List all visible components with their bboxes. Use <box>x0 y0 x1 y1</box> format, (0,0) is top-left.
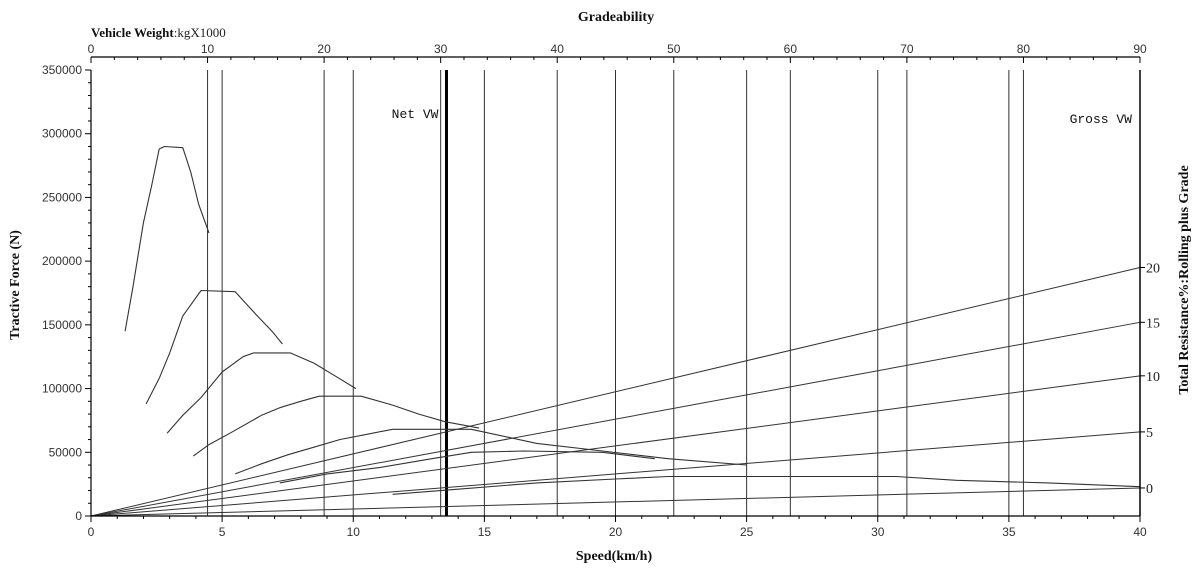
gear-curve-3 <box>166 352 357 434</box>
resistance-line-0 <box>90 487 1141 517</box>
resistance-line-15 <box>90 321 1141 517</box>
top-tick-label-40: 40 <box>551 42 565 56</box>
y-tick-label-150000: 150000 <box>42 318 82 332</box>
grade-tick-label-10: 10 <box>1146 370 1160 385</box>
y2-axis-label: Total Resistance%:Rolling plus Grade <box>1177 165 1192 394</box>
x-tick-label-5: 5 <box>219 525 226 539</box>
top-axis-label-units: :kgX1000 <box>174 25 226 40</box>
grade-tick-label-15: 15 <box>1146 316 1160 331</box>
gear-curve-7 <box>392 475 1141 495</box>
chart-title: Gradeability <box>578 10 654 25</box>
top-axis-label-bold: Vehicle Weight <box>91 25 174 40</box>
top-tick-label-70: 70 <box>900 42 914 56</box>
top-tick-label-0: 0 <box>88 42 95 56</box>
top-tick-label-10: 10 <box>201 42 215 56</box>
gear-curve-2 <box>145 289 283 405</box>
x-axis-label: Speed(km/h) <box>576 549 653 564</box>
top-tick-label-30: 30 <box>434 42 448 56</box>
resistance-line-20 <box>90 267 1141 517</box>
x-tick-label-30: 30 <box>871 525 885 539</box>
resistance-line-10 <box>90 375 1141 517</box>
y-tick-label-300000: 300000 <box>42 127 82 141</box>
x-tick-label-10: 10 <box>347 525 361 539</box>
top-tick-label-20: 20 <box>317 42 331 56</box>
x-tick-label-25: 25 <box>740 525 754 539</box>
y-tick-label-0: 0 <box>75 509 82 523</box>
y-tick-label-50000: 50000 <box>49 445 83 459</box>
gear-curve-5 <box>235 428 747 475</box>
y-tick-label-350000: 350000 <box>42 63 82 77</box>
top-tick-label-80: 80 <box>1017 42 1031 56</box>
reference-label-0: Net VW <box>392 107 439 122</box>
grade-tick-label-20: 20 <box>1146 262 1160 277</box>
grade-tick-label-5: 5 <box>1146 426 1153 441</box>
x-tick-label-20: 20 <box>609 525 623 539</box>
resistance-line-5 <box>90 431 1141 517</box>
y-tick-label-250000: 250000 <box>42 190 82 204</box>
gear-curve-6 <box>279 450 655 484</box>
top-tick-label-50: 50 <box>667 42 681 56</box>
top-axis-label: Vehicle Weight:kgX1000 <box>91 25 226 40</box>
y-tick-label-200000: 200000 <box>42 254 82 268</box>
y-axis-label: Tractive Force (N) <box>8 230 23 340</box>
y-tick-label-100000: 100000 <box>42 382 82 396</box>
x-tick-label-40: 40 <box>1133 525 1147 539</box>
reference-label-1: Gross VW <box>1070 112 1133 127</box>
grade-tick-label-0: 0 <box>1146 482 1153 497</box>
x-tick-label-15: 15 <box>478 525 492 539</box>
gear-curve-1 <box>124 145 210 332</box>
top-tick-label-90: 90 <box>1133 42 1147 56</box>
top-tick-label-60: 60 <box>784 42 798 56</box>
x-tick-label-35: 35 <box>1002 525 1016 539</box>
gear-curve-4 <box>192 395 480 457</box>
x-tick-label-0: 0 <box>88 525 95 539</box>
